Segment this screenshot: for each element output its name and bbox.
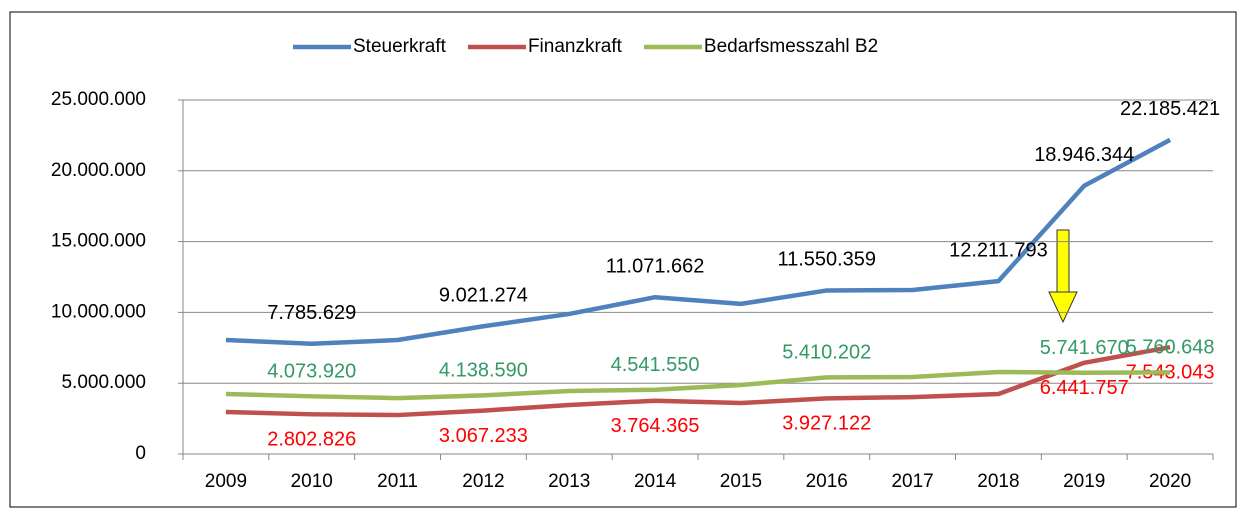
data-label: 3.067.233 bbox=[439, 425, 528, 447]
arrow-shaft bbox=[1056, 229, 1070, 293]
data-label: 4.138.590 bbox=[439, 360, 528, 382]
data-label: 6.441.757 bbox=[1040, 377, 1129, 399]
data-label: 9.021.274 bbox=[439, 285, 528, 307]
arrow-head bbox=[1048, 291, 1078, 324]
x-tick-label: 2018 bbox=[977, 471, 1019, 492]
data-label: 5.741.670 bbox=[1040, 337, 1129, 359]
x-tick-label: 2020 bbox=[1149, 471, 1191, 492]
x-tick-label: 2011 bbox=[377, 471, 418, 492]
x-tick-label: 2016 bbox=[806, 471, 848, 492]
x-tick-label: 2017 bbox=[891, 471, 933, 492]
data-label: 5.760.648 bbox=[1126, 337, 1215, 359]
legend-label: Bedarfsmesszahl B2 bbox=[704, 36, 878, 57]
data-label: 3.927.122 bbox=[782, 413, 871, 435]
data-label: 7.785.629 bbox=[267, 302, 356, 324]
x-tick-label: 2009 bbox=[205, 471, 247, 492]
y-tick-label: 10.000.000 bbox=[51, 301, 146, 322]
x-tick-label: 2012 bbox=[462, 471, 504, 492]
y-tick-label: 5.000.000 bbox=[61, 372, 146, 393]
series-line bbox=[225, 344, 1171, 418]
y-tick-label: 15.000.000 bbox=[51, 231, 146, 252]
data-label: 22.185.421 bbox=[1120, 98, 1220, 120]
data-label: 18.946.344 bbox=[1034, 144, 1134, 166]
data-label: 12.211.793 bbox=[949, 239, 1048, 261]
x-tick-label: 2013 bbox=[548, 471, 590, 492]
x-tick-label: 2015 bbox=[720, 471, 762, 492]
series-line bbox=[225, 137, 1172, 347]
data-label: 4.541.550 bbox=[611, 354, 700, 376]
y-tick-label: 20.000.000 bbox=[51, 160, 146, 181]
x-tick-label: 2014 bbox=[634, 471, 677, 492]
y-tick-label: 25.000.000 bbox=[51, 89, 146, 110]
data-label: 11.071.662 bbox=[606, 256, 705, 278]
legend-label: Steuerkraft bbox=[353, 36, 447, 57]
data-label: 2.802.826 bbox=[267, 429, 356, 451]
chart-frame bbox=[9, 11, 1237, 508]
data-label: 3.764.365 bbox=[611, 415, 700, 437]
data-label: 5.410.202 bbox=[782, 342, 871, 364]
series-line bbox=[225, 369, 1171, 401]
y-tick-label: 0 bbox=[135, 443, 146, 464]
data-label: 11.550.359 bbox=[777, 249, 876, 271]
x-tick-label: 2010 bbox=[291, 471, 333, 492]
x-tick-label: 2019 bbox=[1063, 471, 1105, 492]
data-label: 4.073.920 bbox=[267, 361, 356, 383]
legend-label: Finanzkraft bbox=[528, 36, 623, 57]
